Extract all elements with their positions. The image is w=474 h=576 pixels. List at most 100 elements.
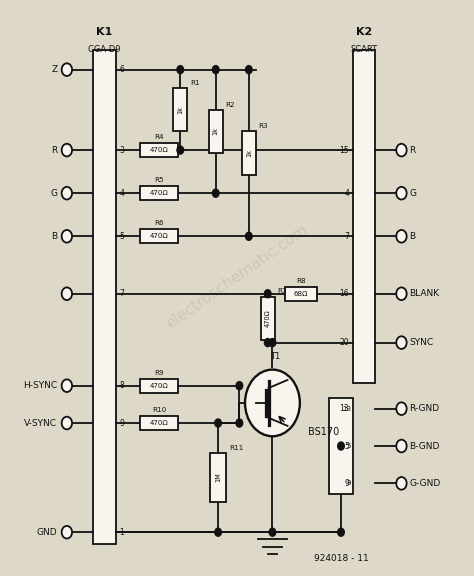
FancyBboxPatch shape: [285, 287, 317, 301]
Text: 5: 5: [346, 443, 351, 449]
Text: 1: 1: [119, 528, 124, 537]
Text: R4: R4: [154, 134, 164, 140]
Text: BLANK: BLANK: [410, 289, 439, 298]
Circle shape: [62, 230, 72, 242]
Text: 8: 8: [119, 381, 124, 390]
Text: 7: 7: [344, 232, 349, 241]
Circle shape: [236, 419, 243, 427]
Text: 9: 9: [119, 419, 124, 427]
Circle shape: [236, 382, 243, 390]
Circle shape: [62, 144, 72, 157]
Text: 6: 6: [119, 65, 124, 74]
Circle shape: [177, 66, 183, 74]
Text: SCART: SCART: [351, 45, 378, 54]
FancyBboxPatch shape: [173, 88, 187, 131]
Circle shape: [396, 287, 407, 300]
Text: SYNC: SYNC: [410, 338, 434, 347]
Text: 1k: 1k: [246, 149, 252, 157]
Text: V-SYNC: V-SYNC: [24, 419, 57, 427]
Text: 470Ω: 470Ω: [150, 147, 168, 153]
FancyBboxPatch shape: [93, 50, 116, 544]
Circle shape: [62, 187, 72, 199]
Text: R2: R2: [226, 101, 235, 108]
Text: G: G: [50, 189, 57, 198]
Text: B: B: [410, 232, 416, 241]
Text: 4: 4: [344, 189, 349, 198]
Text: 68Ω: 68Ω: [293, 291, 308, 297]
Circle shape: [264, 290, 271, 298]
Circle shape: [396, 336, 407, 349]
Circle shape: [62, 287, 72, 300]
Circle shape: [215, 528, 221, 536]
Text: 7: 7: [119, 289, 124, 298]
Circle shape: [245, 370, 300, 436]
FancyBboxPatch shape: [209, 110, 223, 153]
Text: K1: K1: [96, 27, 112, 37]
Circle shape: [396, 403, 407, 415]
Text: 13: 13: [342, 406, 351, 412]
Text: CGA D9: CGA D9: [88, 45, 120, 54]
Text: 470Ω: 470Ω: [150, 233, 168, 239]
Text: R-GND: R-GND: [410, 404, 439, 413]
Text: 1k: 1k: [177, 106, 183, 114]
Text: 1M: 1M: [215, 473, 221, 483]
Circle shape: [396, 477, 407, 490]
FancyBboxPatch shape: [210, 453, 226, 502]
Text: R11: R11: [229, 445, 243, 451]
Text: 924018 - 11: 924018 - 11: [314, 554, 368, 563]
Circle shape: [396, 187, 407, 199]
FancyBboxPatch shape: [140, 416, 178, 430]
Text: K2: K2: [356, 27, 372, 37]
Text: 13: 13: [339, 404, 349, 413]
Text: 9: 9: [344, 479, 349, 488]
Text: R1: R1: [190, 80, 200, 86]
Text: 3: 3: [119, 146, 124, 154]
Text: R6: R6: [154, 220, 164, 226]
Circle shape: [396, 439, 407, 452]
Text: 5: 5: [344, 442, 349, 450]
FancyBboxPatch shape: [140, 186, 178, 200]
Text: 470Ω: 470Ω: [150, 382, 168, 389]
Circle shape: [269, 339, 276, 347]
Text: T1: T1: [270, 352, 280, 361]
Text: R: R: [51, 146, 57, 154]
FancyBboxPatch shape: [140, 229, 178, 244]
Text: 9: 9: [346, 480, 351, 486]
Circle shape: [246, 232, 252, 240]
Circle shape: [212, 189, 219, 197]
Text: electroschematic.com: electroschematic.com: [164, 222, 310, 331]
Circle shape: [269, 528, 276, 536]
Text: H-SYNC: H-SYNC: [23, 381, 57, 390]
FancyBboxPatch shape: [140, 378, 178, 393]
Text: R8: R8: [296, 278, 306, 284]
Text: BS170: BS170: [308, 427, 339, 437]
Text: B: B: [51, 232, 57, 241]
Circle shape: [396, 230, 407, 242]
Text: R: R: [410, 146, 416, 154]
Circle shape: [177, 146, 183, 154]
Circle shape: [212, 66, 219, 74]
Circle shape: [246, 66, 252, 74]
FancyBboxPatch shape: [261, 297, 275, 340]
FancyBboxPatch shape: [329, 399, 353, 494]
Circle shape: [62, 380, 72, 392]
Text: 1k: 1k: [213, 127, 219, 135]
Circle shape: [264, 339, 271, 347]
Circle shape: [215, 419, 221, 427]
Text: R10: R10: [152, 407, 166, 413]
Text: 470Ω: 470Ω: [150, 190, 168, 196]
Text: R5: R5: [154, 177, 164, 183]
Circle shape: [337, 528, 344, 536]
FancyBboxPatch shape: [140, 143, 178, 157]
Text: 20: 20: [339, 338, 349, 347]
Text: B-GND: B-GND: [410, 442, 440, 450]
Text: Z: Z: [51, 65, 57, 74]
Circle shape: [337, 442, 344, 450]
Text: 470Ω: 470Ω: [264, 309, 271, 327]
Circle shape: [62, 416, 72, 429]
Circle shape: [62, 63, 72, 76]
Text: 15: 15: [339, 146, 349, 154]
FancyBboxPatch shape: [353, 50, 375, 383]
Text: R9: R9: [154, 370, 164, 376]
Circle shape: [62, 526, 72, 539]
